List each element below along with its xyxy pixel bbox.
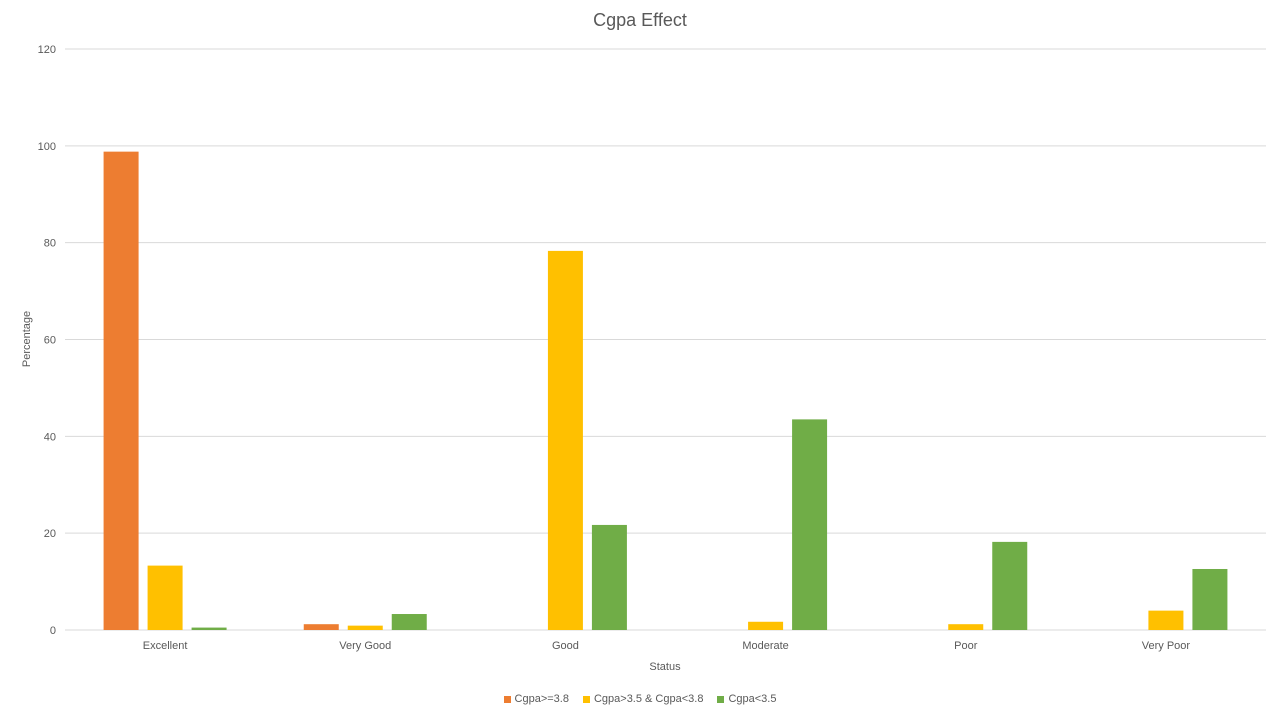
legend-swatch (582, 695, 590, 703)
legend-item: Cgpa>3.5 & Cgpa<3.8 (582, 693, 704, 705)
bar-1-very-good (303, 624, 339, 630)
x-axis-ticks: Excellent Very Good Good Moderate Poor Very P… (143, 640, 1191, 652)
legend-item: Cgpa>=3.8 (503, 693, 569, 705)
x-tick-label: Good (552, 640, 579, 652)
legend-item: Cgpa<3.5 (717, 693, 776, 705)
bar-1-excellent (103, 151, 139, 631)
y-tick-label: 100 (38, 141, 56, 153)
x-tick-label: Poor (954, 640, 978, 652)
gridlines (65, 48, 1266, 631)
legend-label: Cgpa<3.5 (728, 693, 777, 705)
bar-3-very-poor (1192, 568, 1228, 630)
bar-3-excellent (191, 627, 227, 630)
legend-label: Cgpa>3.5 & Cgpa<3.8 (593, 693, 704, 705)
y-tick-label: 40 (44, 431, 56, 443)
bar-2-good (547, 250, 583, 630)
chart-title: Cgpa Effect (593, 10, 687, 30)
bar-3-poor (992, 541, 1028, 630)
bar-2-very-poor (1148, 610, 1184, 630)
y-tick-label: 120 (38, 44, 56, 56)
y-axis-title: Percentage (21, 311, 33, 367)
y-axis-ticks: 0 20 40 60 80 100 120 (38, 44, 56, 637)
x-tick-label: Very Poor (1142, 640, 1191, 652)
y-tick-label: 0 (50, 625, 56, 637)
bar-chart: 0 20 40 60 80 100 120 Excellent Very Good Good Mo… (21, 44, 1266, 673)
y-tick-label: 60 (44, 335, 56, 347)
bar-3-good (591, 524, 627, 630)
bar-2-poor (948, 624, 984, 630)
bar-2-very-good (347, 625, 383, 630)
bar-2-excellent (147, 565, 183, 630)
legend: Cgpa>=3.8 Cgpa>3.5 & Cgpa<3.8 Cgpa<3.5 (0, 693, 1280, 705)
x-tick-label: Moderate (742, 640, 788, 652)
bar-2-moderate (748, 621, 784, 630)
y-tick-label: 80 (44, 238, 56, 250)
bar-3-very-good (391, 614, 427, 630)
legend-swatch (503, 695, 511, 703)
x-axis-title: Status (649, 661, 681, 673)
y-tick-label: 20 (44, 528, 56, 540)
x-tick-label: Excellent (143, 640, 188, 652)
x-tick-label: Very Good (339, 640, 391, 652)
legend-label: Cgpa>=3.8 (514, 693, 569, 705)
bars (103, 151, 1228, 631)
legend-swatch (717, 695, 725, 703)
bar-3-moderate (792, 419, 828, 630)
